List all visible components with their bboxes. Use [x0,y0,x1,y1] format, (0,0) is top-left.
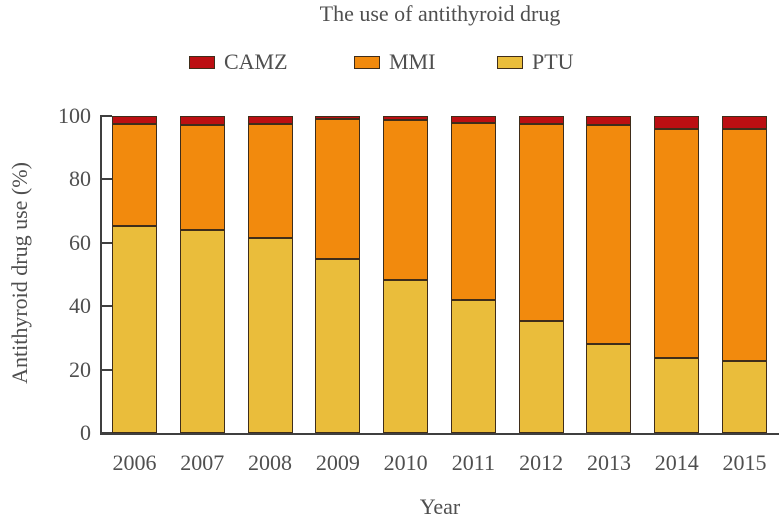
chart-legend: CAMZ MMI PTU [0,50,779,74]
x-tick-label-2008: 2008 [248,450,293,475]
bar-segment-mmi-2008 [247,124,293,239]
y-tick-80 [102,178,112,181]
bar-group-2013 [586,116,632,433]
bar-group-2015 [722,116,768,433]
y-tick-20 [102,368,112,371]
legend-swatch-camz [189,55,215,69]
plot-area [101,116,779,433]
bar-group-2009 [315,116,361,433]
bar-segment-mmi-2012 [518,124,564,322]
y-axis-title-text: Antithyroid drug use (%) [7,162,32,384]
legend-label-ptu: PTU [532,49,574,74]
y-tick-100 [102,115,112,117]
x-tick-label-2006: 2006 [112,450,157,475]
bar-segment-camz-2014 [654,116,700,129]
bar-segment-ptu-2014 [654,357,700,433]
legend-swatch-ptu [497,55,523,69]
x-tick-label-2010: 2010 [383,450,428,475]
x-tick-label-2015: 2015 [722,450,767,475]
bar-segment-ptu-2011 [450,299,496,433]
bar-segment-camz-2012 [518,116,564,125]
x-axis-line [100,433,779,435]
y-tick-label-0: 0 [80,420,91,445]
bar-segment-ptu-2007 [179,229,225,433]
legend-label-mmi: MMI [389,49,436,74]
bar-group-2008 [247,116,293,433]
bar-segment-ptu-2006 [112,225,157,433]
bar-group-2012 [518,116,564,433]
legend-item-mmi: MMI [354,50,435,74]
legend-item-camz: CAMZ [189,50,288,74]
x-tick-label-2014: 2014 [654,450,699,475]
x-tick-label-2009: 2009 [315,450,360,475]
bar-segment-ptu-2009 [315,258,361,433]
y-tick-label-40: 40 [69,293,91,319]
y-tick-60 [102,241,112,244]
bar-segment-ptu-2012 [518,321,564,433]
bar-group-2006 [112,116,157,433]
bar-segment-camz-2015 [722,116,768,129]
y-tick-40 [102,305,112,308]
y-axis-line [100,115,102,435]
bar-segment-ptu-2008 [247,238,293,433]
bar-segment-ptu-2015 [722,361,768,433]
bar-group-2010 [383,116,429,433]
bar-segment-camz-2010 [383,116,429,120]
y-tick-label-100: 100 [58,103,91,128]
legend-item-ptu: PTU [497,50,574,74]
y-tick-label-60: 60 [69,229,91,255]
y-tick-0 [102,432,112,434]
bar-group-2014 [654,116,700,433]
legend-swatch-mmi [354,55,380,69]
x-tick-label-2011: 2011 [451,450,495,475]
y-tick-label-20: 20 [69,356,91,382]
bar-segment-mmi-2007 [179,125,225,230]
legend-label-camz: CAMZ [224,49,288,74]
x-tick-label-2013: 2013 [586,450,631,475]
bar-segment-mmi-2006 [112,124,157,226]
bar-segment-mmi-2011 [450,123,496,300]
bar-segment-mmi-2009 [315,118,361,259]
x-tick-label-2007: 2007 [180,450,225,475]
bar-group-2007 [179,116,225,433]
bar-segment-camz-2006 [112,116,157,125]
bar-segment-mmi-2010 [383,119,429,281]
bar-segment-camz-2008 [247,116,293,125]
x-tick-label-2012: 2012 [519,450,564,475]
chart-title: The use of antithyroid drug [319,1,561,26]
bar-segment-camz-2013 [586,116,632,126]
bar-segment-ptu-2010 [383,280,429,433]
bar-segment-ptu-2013 [586,343,632,433]
y-tick-label-80: 80 [69,166,91,192]
bar-segment-camz-2011 [450,116,496,124]
bar-segment-camz-2009 [315,116,361,119]
bar-segment-mmi-2015 [722,129,768,362]
x-axis-title: Year [419,494,461,519]
bar-segment-mmi-2014 [654,129,700,358]
bar-segment-mmi-2013 [586,125,632,344]
bar-segment-camz-2007 [179,116,225,126]
bar-group-2011 [450,116,496,433]
